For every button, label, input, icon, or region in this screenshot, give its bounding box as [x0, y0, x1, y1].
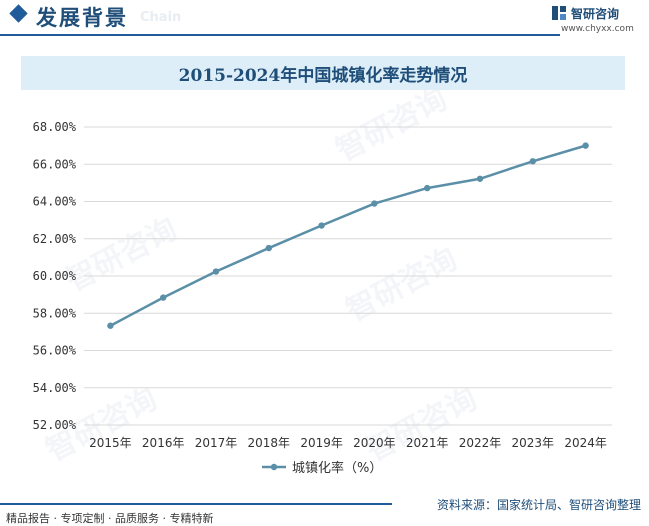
- data-point: [424, 184, 431, 192]
- x-tick-label: 2016年: [142, 436, 185, 450]
- data-point: [160, 294, 167, 301]
- y-tick-label: 66.00%: [33, 157, 77, 171]
- y-tick-label: 52.00%: [33, 418, 77, 432]
- page-title: 发展背景: [36, 6, 128, 30]
- brand-url: www.chyxx.com: [561, 24, 634, 34]
- x-tick-label: 2018年: [248, 436, 291, 450]
- y-tick-label: 64.00%: [33, 195, 77, 209]
- data-point: [582, 142, 589, 149]
- x-tick-label: 2019年: [300, 436, 343, 450]
- series-line: [109, 144, 587, 327]
- legend-label: 城镇化率（%）: [292, 460, 382, 476]
- brand-name: 智研咨询: [571, 7, 620, 21]
- data-point: [476, 175, 484, 182]
- x-tick-label: 2024年: [564, 436, 607, 450]
- header-divider: [0, 34, 560, 36]
- chart-title-box: 2015-2024年中国城镇化率走势情况: [21, 56, 625, 90]
- y-tick-label: 60.00%: [33, 269, 77, 283]
- chart-title: 2015-2024年中国城镇化率走势情况: [178, 65, 468, 86]
- footer-source: 资料来源：国家统计局、智研咨询整理: [436, 498, 641, 512]
- page-header: 发展背景 Chain: [0, 0, 649, 36]
- header-ghost-text: Chain: [140, 10, 182, 25]
- data-point: [265, 244, 272, 252]
- y-tick-label: 56.00%: [33, 344, 77, 358]
- y-tick-label: 54.00%: [33, 381, 77, 395]
- footer-tagline: 精品报告 · 专项定制 · 品质服务 · 专精特新: [6, 512, 214, 525]
- x-tick-label: 2017年: [195, 436, 238, 450]
- x-tick-label: 2023年: [512, 436, 555, 450]
- data-point: [371, 200, 378, 207]
- y-tick-label: 62.00%: [33, 232, 77, 246]
- x-tick-label: 2022年: [459, 436, 502, 450]
- brand: 智研咨询 www.chyxx.com: [551, 4, 641, 36]
- x-tick-label: 2020年: [353, 436, 396, 450]
- data-point: [212, 268, 220, 275]
- x-tick-label: 2021年: [406, 436, 449, 450]
- data-point: [529, 158, 536, 165]
- y-tick-label: 68.00%: [33, 120, 77, 134]
- y-tick-label: 58.00%: [33, 306, 77, 320]
- x-tick-label: 2015年: [89, 436, 132, 450]
- data-point: [318, 222, 325, 229]
- data-point: [107, 322, 114, 329]
- legend-marker: [270, 463, 278, 471]
- chyxx-logo-icon: [552, 6, 566, 20]
- footer-divider: [0, 503, 392, 505]
